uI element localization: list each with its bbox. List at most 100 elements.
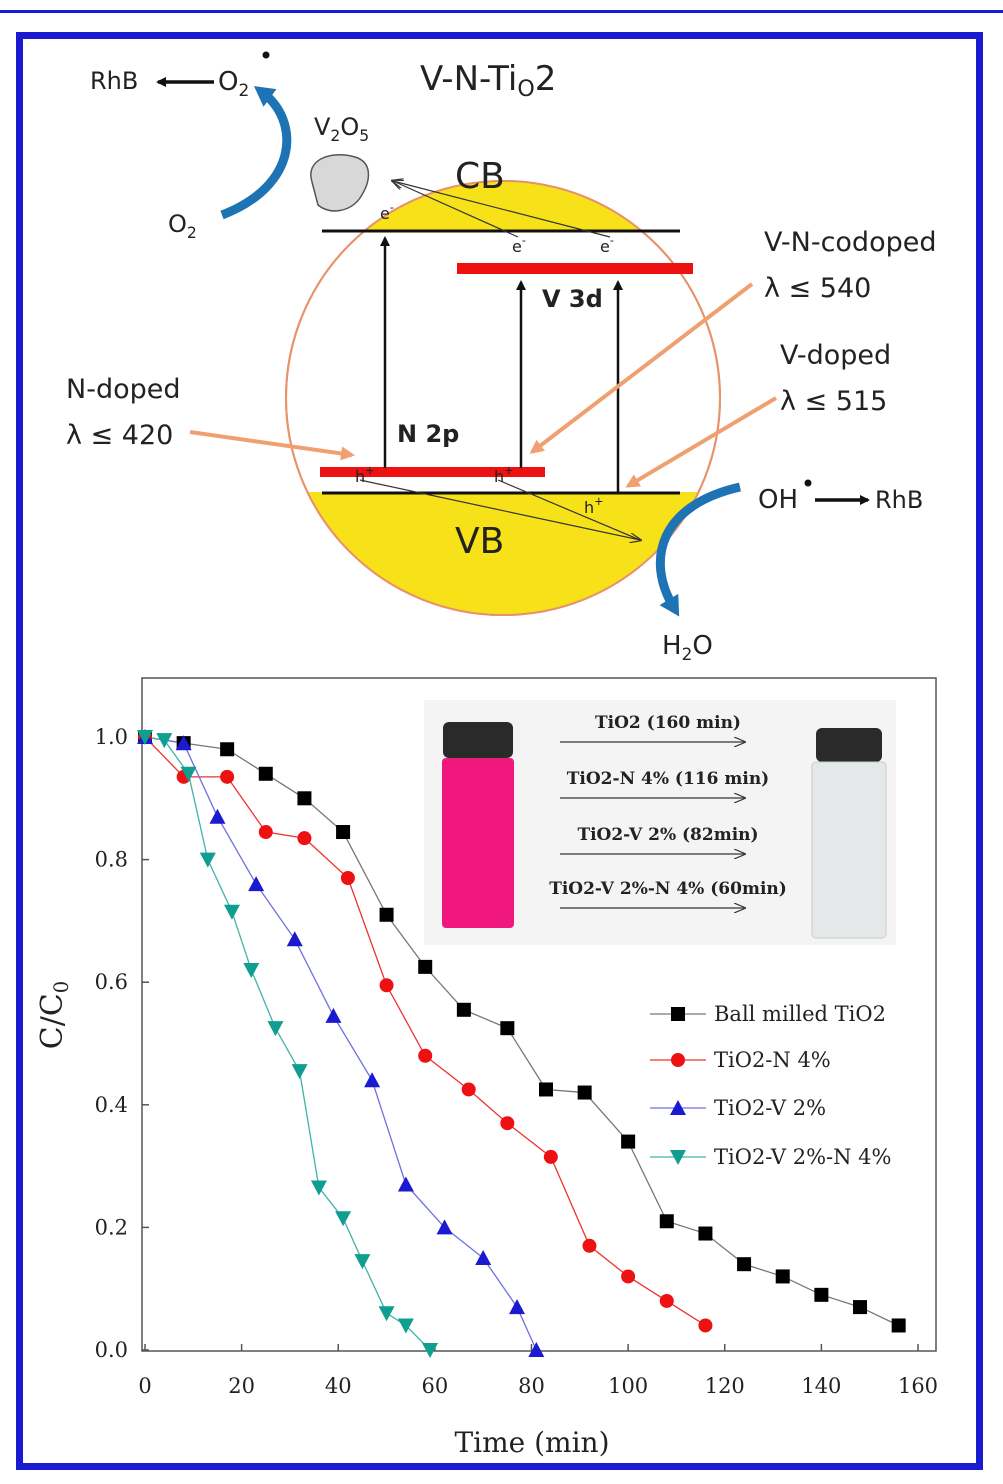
inset-arrow-label: TiO2-V 2%-N 4% (60min) [549, 879, 787, 899]
rhb-right: RhB [875, 486, 923, 514]
data-point-series-2 [500, 1116, 515, 1131]
data-point-series-3 [397, 1176, 414, 1192]
v2o5-particle [310, 154, 370, 212]
data-point-series-1 [698, 1226, 713, 1241]
data-point-series-3 [325, 1007, 342, 1023]
y-tick-label: 1.0 [95, 725, 128, 749]
legend-marker [670, 1100, 686, 1115]
data-point-series-2 [698, 1318, 713, 1333]
data-point-series-4 [397, 1318, 414, 1334]
v-doped-pointer [625, 396, 778, 488]
chart-legend: Ball milled TiO2 TiO2-N 4% TiO2-V 2% TiO2-V… [650, 1002, 892, 1169]
n-doped-lambda: λ ≤ 420 [66, 420, 173, 451]
data-point-series-1 [258, 766, 273, 781]
data-point-series-4 [199, 852, 216, 868]
data-point-series-4 [267, 1021, 284, 1037]
v-doped-lambda: λ ≤ 515 [780, 386, 887, 417]
vn-codoped-pointer [529, 282, 754, 454]
transfer-arrow-2 [393, 181, 611, 238]
x-tick-label: 0 [138, 1374, 151, 1398]
inset-arrows: TiO2 (160 min) TiO2-N 4% (116 min) TiO2-V … [549, 713, 787, 908]
x-tick-label: 100 [608, 1374, 648, 1398]
legend-marker [671, 1007, 685, 1021]
inset-arrow-label: TiO2 (160 min) [595, 713, 741, 733]
band-scheme: V-N-TiO2 CB VB V 3d N 2p e- e- e- h+ h+ … [66, 51, 936, 664]
radical-dot-1 [262, 51, 270, 59]
data-point-series-3 [286, 931, 303, 947]
transfer-arrow-3 [359, 479, 640, 540]
vial-left-liquid [442, 758, 514, 928]
transfer-arrow-4 [497, 479, 641, 541]
data-point-series-1 [621, 1134, 636, 1149]
data-point-series-1 [418, 959, 433, 974]
cb-label: CB [455, 156, 505, 197]
data-point-series-1 [814, 1287, 829, 1302]
x-tick-label: 60 [422, 1374, 449, 1398]
data-point-series-1 [297, 791, 312, 806]
data-point-series-3 [475, 1250, 492, 1266]
x-tick-label: 40 [325, 1374, 352, 1398]
data-point-series-1 [737, 1257, 752, 1272]
vn-codoped-name: V-N-codoped [764, 227, 936, 258]
y-tick-label: 0.8 [95, 848, 128, 872]
figure-frame [16, 32, 983, 1470]
data-point-series-3 [248, 876, 265, 892]
y-tick-label: 0.2 [95, 1215, 128, 1239]
legend-label: TiO2-V 2% [714, 1096, 826, 1120]
legend-label: TiO2-V 2%-N 4% [714, 1145, 892, 1169]
h2o-curved-arrow [655, 482, 741, 617]
data-point-series-2 [621, 1269, 636, 1284]
legend-label: Ball milled TiO2 [714, 1002, 886, 1026]
x-tick-label: 80 [518, 1374, 545, 1398]
legend-marker [671, 1053, 685, 1067]
data-point-series-1 [456, 1002, 471, 1017]
axis-ticks: 0 20 40 60 80 100 120 140 160 0.0 0.2 0.4 0.6 0.8 1.0 [95, 725, 938, 1398]
data-point-series-4 [291, 1064, 308, 1080]
vial-right-cap [816, 728, 882, 762]
scheme-title: V-N-TiO2 [420, 59, 556, 102]
radical-dot-2 [804, 479, 812, 487]
data-point-series-4 [223, 904, 240, 920]
data-point-series-1 [500, 1021, 515, 1036]
vial-right-liquid [811, 761, 887, 939]
inset-photo: TiO2 (160 min) TiO2-N 4% (116 min) TiO2-V … [424, 700, 896, 945]
data-point-series-1 [659, 1214, 674, 1229]
data-point-series-3 [364, 1072, 381, 1088]
x-tick-label: 20 [228, 1374, 255, 1398]
degradation-chart: 0 20 40 60 80 100 120 140 1600.00.20.40.60.81.0 … [35, 677, 938, 1459]
data-point-series-2 [297, 831, 312, 846]
v-doped-name: V-doped [780, 340, 891, 371]
data-point-series-2 [220, 769, 235, 784]
inset-arrow-label: TiO2-N 4% (116 min) [567, 769, 769, 789]
data-point-series-3 [528, 1342, 545, 1357]
n-doped-name: N-doped [66, 374, 181, 405]
data-point-series-4 [156, 733, 173, 749]
data-point-series-2 [659, 1293, 674, 1308]
data-point-series-4 [422, 1343, 439, 1358]
top-rule [0, 10, 1003, 13]
x-tick-label: 120 [705, 1374, 745, 1398]
inset-arrow-label: TiO2-V 2% (82min) [577, 825, 758, 845]
h2o-label: H2O [662, 631, 713, 664]
data-point-series-2 [340, 870, 355, 885]
series-line-3 [144, 736, 537, 1351]
data-point-series-4 [243, 962, 260, 978]
data-point-series-3 [209, 808, 226, 824]
data-point-series-2 [258, 825, 273, 840]
o2-label: O2 [168, 210, 197, 242]
data-point-series-1 [336, 825, 351, 840]
data-point-series-2 [461, 1082, 476, 1097]
data-point-series-1 [538, 1082, 553, 1097]
vb-label: VB [455, 521, 504, 562]
n-doped-pointer [189, 430, 355, 461]
transfer-arrow-1 [393, 181, 519, 238]
data-point-series-2 [418, 1048, 433, 1063]
n2p-label: N 2p [397, 420, 459, 448]
data-point-series-3 [175, 735, 192, 751]
y-tick-label: 0.4 [95, 1093, 128, 1117]
o2-radical: O2 [218, 67, 249, 100]
data-point-series-2 [379, 978, 394, 993]
data-point-series-1 [577, 1085, 592, 1100]
data-point-series-1 [891, 1318, 906, 1333]
